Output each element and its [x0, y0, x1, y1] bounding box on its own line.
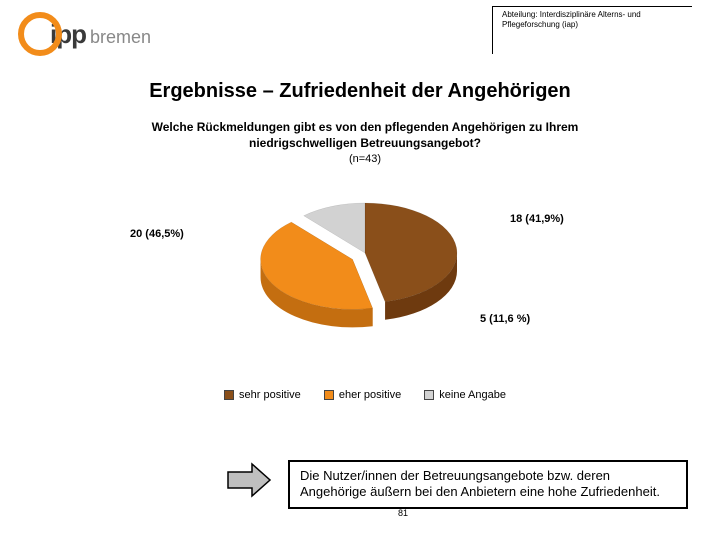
legend-swatch-icon [324, 390, 334, 400]
legend-swatch-icon [224, 390, 234, 400]
legend-item: keine Angabe [424, 389, 506, 401]
legend-item: eher positive [324, 389, 401, 401]
chart-area: Welche Rückmeldungen gibt es von den pfl… [120, 120, 610, 403]
chart-title-line: niedrigschwelligen Betreuungsangebot? [249, 136, 481, 150]
logo: ipp bremen [18, 12, 151, 56]
legend-item: sehr positive [224, 389, 301, 401]
pie-chart [255, 173, 475, 363]
conclusion-text: Die Nutzer/innen der Betreuungsangebote … [300, 468, 660, 499]
chart-title-line: Welche Rückmeldungen gibt es von den pfl… [152, 120, 579, 134]
logo-text: ipp bremen [50, 19, 151, 50]
chart-legend: sehr positive eher positive keine Angabe [120, 389, 610, 403]
legend-label: eher positive [339, 389, 401, 401]
slice-label-keine-angabe: 5 (11,6 %) [480, 313, 530, 325]
department-line: Pflegeforschung (iap) [502, 20, 702, 30]
chart-n-label: (n=43) [120, 153, 610, 165]
logo-ring-icon [18, 12, 62, 56]
department-label: Abteilung: Interdisziplinäre Alterns- un… [502, 10, 702, 31]
slice-label-eher-positive: 18 (41,9%) [510, 213, 564, 225]
pie-wrap: 20 (46,5%) 18 (41,9%) 5 (11,6 %) [120, 173, 610, 383]
page-number: 81 [398, 508, 408, 518]
legend-label: keine Angabe [439, 389, 506, 401]
chart-title: Welche Rückmeldungen gibt es von den pfl… [120, 120, 610, 151]
page-title: Ergebnisse – Zufriedenheit der Angehörig… [0, 80, 720, 103]
conclusion-box: Die Nutzer/innen der Betreuungsangebote … [288, 460, 688, 509]
conclusion: Die Nutzer/innen der Betreuungsangebote … [226, 460, 688, 509]
arrow-right-icon [226, 460, 274, 500]
logo-bremen: bremen [90, 27, 151, 48]
header: ipp bremen Abteilung: Interdisziplinäre … [0, 0, 720, 70]
legend-label: sehr positive [239, 389, 301, 401]
department-line: Abteilung: Interdisziplinäre Alterns- un… [502, 10, 702, 20]
slice-label-sehr-positive: 20 (46,5%) [130, 228, 184, 240]
legend-swatch-icon [424, 390, 434, 400]
